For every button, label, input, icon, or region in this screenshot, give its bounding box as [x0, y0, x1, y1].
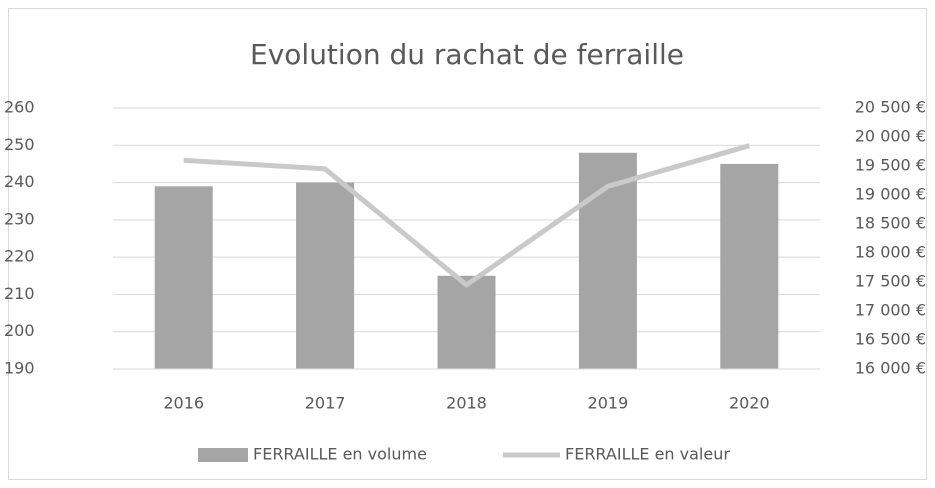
y-tick-label: 190 [4, 359, 35, 378]
y2-tick-label: 18 500 € [855, 214, 926, 233]
y2-tick-label: 17 000 € [855, 301, 926, 320]
legend-label: FERRAILLE en volume [253, 445, 427, 464]
bar [296, 182, 355, 369]
y-tick-label: 210 [4, 284, 35, 303]
legend-swatch [198, 448, 248, 462]
y2-tick-label: 16 000 € [855, 359, 926, 378]
bar [720, 163, 779, 369]
x-tick-label: 2019 [588, 394, 629, 413]
y-tick-label: 260 [4, 98, 35, 117]
y-tick-label: 250 [4, 135, 35, 154]
x-tick-label: 2017 [305, 394, 346, 413]
x-tick-label: 2020 [729, 394, 770, 413]
x-tick-label: 2018 [446, 394, 487, 413]
y2-tick-label: 17 500 € [855, 272, 926, 291]
x-tick-label: 2016 [163, 394, 204, 413]
chart-title: Evolution du rachat de ferraille [250, 38, 684, 71]
legend-label: FERRAILLE en valeur [565, 445, 730, 464]
y2-tick-label: 19 000 € [855, 185, 926, 204]
bar [154, 186, 213, 369]
y-tick-label: 230 [4, 209, 35, 228]
y2-tick-label: 20 500 € [855, 98, 926, 117]
y2-tick-label: 16 500 € [855, 330, 926, 349]
y2-tick-label: 20 000 € [855, 127, 926, 146]
y-tick-label: 220 [4, 247, 35, 266]
y-tick-label: 240 [4, 172, 35, 191]
y2-tick-label: 19 500 € [855, 156, 926, 175]
line [183, 143, 750, 288]
bar [437, 275, 496, 369]
y2-tick-label: 18 000 € [855, 243, 926, 262]
y-tick-label: 200 [4, 321, 35, 340]
